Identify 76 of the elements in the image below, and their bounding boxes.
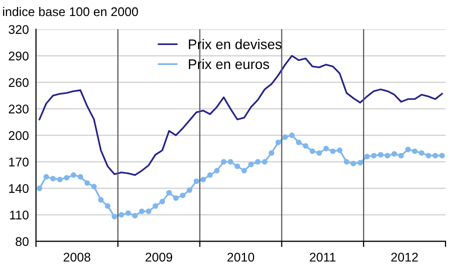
point: [91, 184, 97, 190]
x-tick-label: 2010: [227, 252, 254, 262]
line-series: [38, 54, 443, 176]
point: [384, 152, 390, 158]
point: [43, 174, 50, 180]
point: [255, 159, 261, 165]
point: [432, 152, 438, 158]
point: [248, 162, 254, 168]
point: [323, 146, 329, 152]
point: [310, 148, 316, 154]
point: [357, 160, 363, 166]
point: [173, 195, 179, 201]
point: [418, 150, 424, 156]
point: [350, 160, 356, 166]
point: [186, 187, 192, 193]
point: [426, 152, 432, 158]
point: [200, 176, 206, 182]
point: [78, 174, 84, 180]
x-tick-label: 2011: [310, 252, 336, 262]
point: [289, 132, 295, 138]
point: [398, 152, 404, 158]
y-tick-label: 80: [16, 237, 29, 246]
point: [439, 152, 445, 158]
y-tick-label: 110: [10, 210, 29, 220]
point: [336, 148, 342, 154]
y-tick-label: 260: [8, 78, 29, 87]
point: [262, 159, 268, 165]
x-tick-label: 2008: [64, 252, 90, 262]
y-tick-label: 170: [9, 158, 29, 166]
point: [371, 152, 377, 158]
point: [220, 159, 226, 165]
point: [125, 210, 131, 216]
point: [234, 163, 240, 170]
x-tick-label: 2012: [391, 252, 418, 262]
y-tick-label: 200: [8, 131, 29, 140]
point: [36, 186, 42, 192]
point: [282, 134, 288, 140]
point: [146, 208, 152, 214]
point: [268, 150, 274, 156]
point: [132, 212, 138, 218]
point: [296, 140, 302, 146]
point: [207, 172, 213, 178]
point: [57, 176, 63, 182]
point: [112, 214, 118, 220]
point: [302, 143, 308, 149]
point: [152, 203, 158, 209]
point: [84, 180, 90, 186]
y-tick-label: 290: [8, 52, 29, 60]
point: [392, 151, 398, 157]
point: [316, 150, 322, 156]
y-tick-label: 140: [9, 184, 29, 193]
y-tick-label: 320: [8, 25, 29, 34]
point: [160, 198, 166, 204]
point: [180, 192, 186, 198]
point: [139, 208, 145, 214]
y-tick-label: 230: [8, 104, 29, 114]
point: [344, 159, 350, 165]
point: [104, 203, 110, 209]
point: [228, 159, 234, 165]
point: [364, 154, 370, 160]
point: [330, 148, 336, 154]
point: [194, 178, 200, 184]
y-axis-title: indice base 100 en 2000: [3, 6, 138, 16]
point: [98, 197, 104, 203]
point: [64, 174, 70, 180]
x-tick-label: 2009: [146, 252, 172, 262]
point: [214, 168, 220, 174]
point: [118, 212, 124, 218]
point: [412, 148, 418, 154]
point: [166, 190, 172, 196]
point: [378, 152, 384, 158]
point: [275, 140, 282, 146]
point: [405, 146, 411, 152]
point: [70, 172, 76, 178]
point: [241, 168, 247, 174]
point: [50, 176, 56, 182]
